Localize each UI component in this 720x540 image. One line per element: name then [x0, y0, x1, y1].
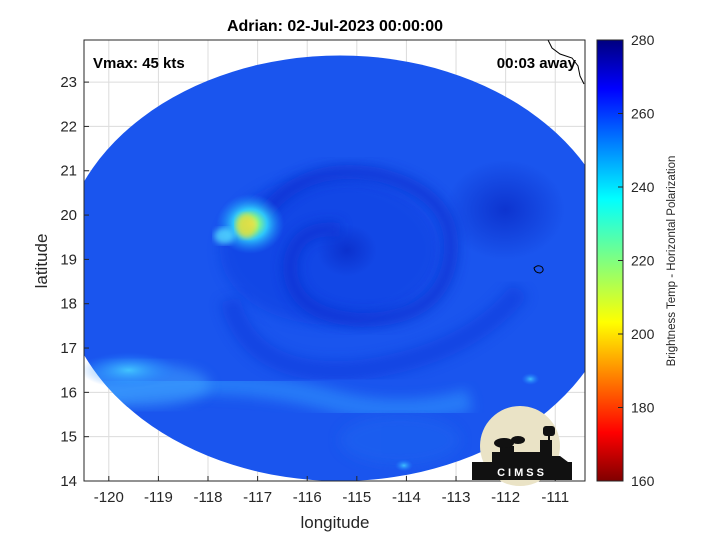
colorbar-tick-label: 240 — [631, 179, 655, 195]
x-tick-label: -120 — [94, 489, 124, 506]
x-tick-label: -117 — [243, 489, 272, 506]
cold-spot-northwest-lobe — [214, 227, 235, 244]
y-axis-label: latitude — [32, 234, 51, 289]
y-axis-ticks: 14 15 16 17 18 19 20 21 22 23 — [60, 74, 89, 490]
x-tick-label: -116 — [293, 489, 322, 506]
coastline — [547, 39, 585, 85]
y-tick-label: 18 — [60, 296, 77, 313]
island-outline — [533, 265, 544, 274]
axes-frame — [83, 39, 586, 482]
x-tick-label: -118 — [194, 489, 223, 506]
cold-spot-northwest-core — [236, 213, 257, 238]
colorbar-tick-label: 220 — [631, 253, 655, 269]
y-tick-label: 17 — [60, 340, 77, 357]
x-tick-label: -112 — [491, 489, 520, 506]
vmax-annotation: Vmax: 45 kts — [93, 55, 185, 72]
y-tick-label: 15 — [60, 429, 77, 446]
time-away-annotation: 00:03 away — [497, 55, 577, 72]
colorbar-ticks: 160 180 200 220 240 260 280 — [618, 32, 655, 489]
colorbar-tick-label: 180 — [631, 400, 655, 416]
y-tick-label: 22 — [60, 118, 77, 135]
colorbar-tick-label: 160 — [631, 473, 655, 489]
x-axis-label: longitude — [300, 513, 369, 532]
x-tick-label: -113 — [442, 489, 471, 506]
x-tick-label: -119 — [144, 489, 173, 506]
y-tick-label: 23 — [60, 74, 77, 91]
logo-text: CIMSS — [497, 467, 547, 479]
chart-title: Adrian: 02-Jul-2023 00:00:00 — [227, 18, 443, 35]
colorbar-tick-label: 280 — [631, 32, 655, 48]
cold-band-southwest — [84, 352, 177, 389]
y-tick-label: 14 — [60, 473, 77, 490]
x-tick-label: -111 — [541, 489, 569, 506]
y-tick-label: 20 — [60, 207, 77, 224]
x-axis-ticks: -120 -119 -118 -117 -116 -115 -114 -113 -112 -111 — [94, 476, 569, 506]
cold-spot-southeast — [521, 373, 540, 386]
cold-spot-south — [394, 459, 413, 472]
y-tick-label: 21 — [60, 163, 77, 180]
y-tick-label: 19 — [60, 251, 77, 268]
colorbar-tick-label: 200 — [631, 326, 655, 342]
colorbar-label: Brightness Temp - Horizontal Polarizatio… — [666, 156, 678, 367]
colorbar-tick-label: 260 — [631, 106, 655, 122]
warm-spiral-center — [316, 224, 377, 277]
x-tick-label: -115 — [342, 489, 371, 506]
x-tick-label: -114 — [392, 489, 421, 506]
y-tick-label: 16 — [60, 384, 77, 401]
cimss-logo: CIMSS — [472, 406, 572, 486]
